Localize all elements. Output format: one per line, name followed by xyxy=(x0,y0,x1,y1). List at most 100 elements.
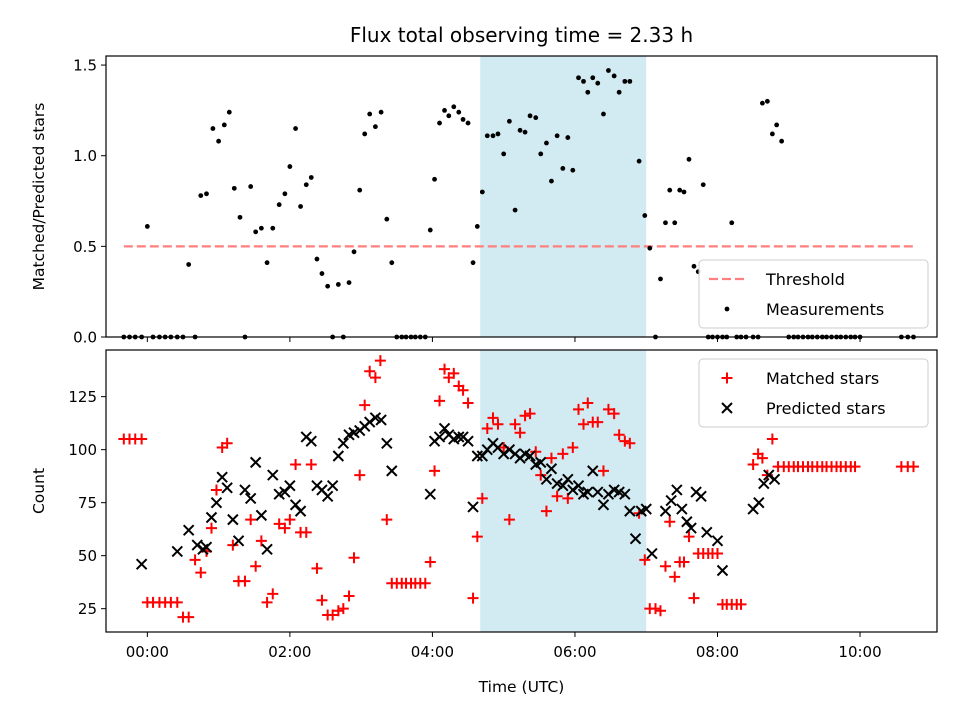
data-point xyxy=(681,189,687,195)
data-point xyxy=(514,427,526,439)
data-point xyxy=(305,435,317,447)
data-point xyxy=(527,113,533,119)
data-point xyxy=(613,429,625,441)
data-point xyxy=(381,514,393,526)
bottom-panel: 25 50 75 100 125 00:00 02:00 04:00 06:00 08:00 10:… xyxy=(30,349,938,696)
data-point xyxy=(683,531,695,543)
data-point xyxy=(602,403,614,415)
data-point xyxy=(747,458,759,470)
data-point xyxy=(381,437,393,450)
data-point xyxy=(171,545,183,558)
data-point xyxy=(227,513,239,526)
data-point xyxy=(554,133,560,139)
data-point xyxy=(753,496,765,509)
data-point xyxy=(261,596,273,608)
data-point xyxy=(375,414,387,426)
data-point xyxy=(769,131,775,137)
legend-label: Predicted stars xyxy=(766,399,886,418)
y-tick-label: 0.0 xyxy=(73,329,97,347)
legend-plus-swatch xyxy=(721,372,733,384)
data-point xyxy=(735,598,747,610)
data-point xyxy=(298,204,303,209)
data-point xyxy=(470,260,476,266)
data-point xyxy=(624,505,636,517)
data-point xyxy=(768,473,781,486)
data-point xyxy=(321,490,334,503)
data-point xyxy=(608,408,620,420)
data-point xyxy=(479,189,485,195)
data-point xyxy=(303,182,309,188)
data-point xyxy=(439,363,451,375)
data-point xyxy=(311,562,323,574)
data-point xyxy=(195,567,207,579)
data-point xyxy=(849,461,861,473)
data-point xyxy=(672,220,678,226)
data-point xyxy=(700,182,706,188)
data-point xyxy=(205,522,217,534)
data-point xyxy=(325,283,331,289)
data-point xyxy=(293,126,298,131)
data-point xyxy=(646,547,658,560)
x-tick-label: 08:00 xyxy=(696,643,739,661)
data-point xyxy=(622,78,628,84)
data-point xyxy=(582,397,594,409)
legend-label: Threshold xyxy=(765,270,845,289)
data-point xyxy=(669,571,681,583)
data-point xyxy=(351,249,357,255)
data-point xyxy=(451,104,457,110)
data-point xyxy=(221,482,233,494)
data-point xyxy=(232,535,245,547)
data-point xyxy=(557,448,569,460)
x-axis-label: Time (UTC) xyxy=(478,678,565,696)
data-point xyxy=(239,484,251,496)
data-point xyxy=(300,526,312,538)
data-point xyxy=(467,501,479,513)
data-point xyxy=(551,490,563,502)
data-point xyxy=(316,594,328,606)
y-tick-label: 50 xyxy=(78,547,97,565)
top-highlight-span xyxy=(480,56,647,337)
data-point xyxy=(343,590,355,602)
data-point xyxy=(465,120,471,126)
data-point xyxy=(595,80,601,86)
data-point xyxy=(524,408,536,420)
data-point xyxy=(437,120,442,126)
data-point xyxy=(544,140,549,146)
data-point xyxy=(711,548,723,560)
data-point xyxy=(686,156,692,162)
data-point xyxy=(434,395,446,407)
data-point xyxy=(484,133,490,139)
data-point xyxy=(530,446,542,458)
x-tick-label: 06:00 xyxy=(553,643,596,661)
data-point xyxy=(545,452,557,464)
data-point xyxy=(587,465,599,477)
data-point xyxy=(602,488,615,500)
data-point xyxy=(332,605,344,617)
data-point xyxy=(221,437,233,449)
data-point xyxy=(665,494,677,507)
data-point xyxy=(237,214,243,220)
data-point xyxy=(264,260,270,266)
data-point xyxy=(497,448,510,460)
data-point xyxy=(474,224,480,229)
data-point xyxy=(276,202,282,208)
data-point xyxy=(519,410,531,422)
data-point xyxy=(438,422,451,435)
data-point xyxy=(667,187,673,193)
data-point xyxy=(578,418,590,430)
data-point xyxy=(506,118,512,124)
data-point xyxy=(432,176,437,182)
data-point xyxy=(774,122,780,128)
data-point xyxy=(487,412,499,424)
data-point xyxy=(766,433,778,445)
data-point xyxy=(545,463,558,475)
data-point xyxy=(677,187,683,193)
legend-box xyxy=(698,259,929,329)
data-point xyxy=(384,216,390,222)
data-point xyxy=(284,479,296,492)
data-point xyxy=(533,115,539,121)
data-point xyxy=(495,131,501,137)
data-point xyxy=(332,450,345,462)
data-point xyxy=(369,372,381,384)
